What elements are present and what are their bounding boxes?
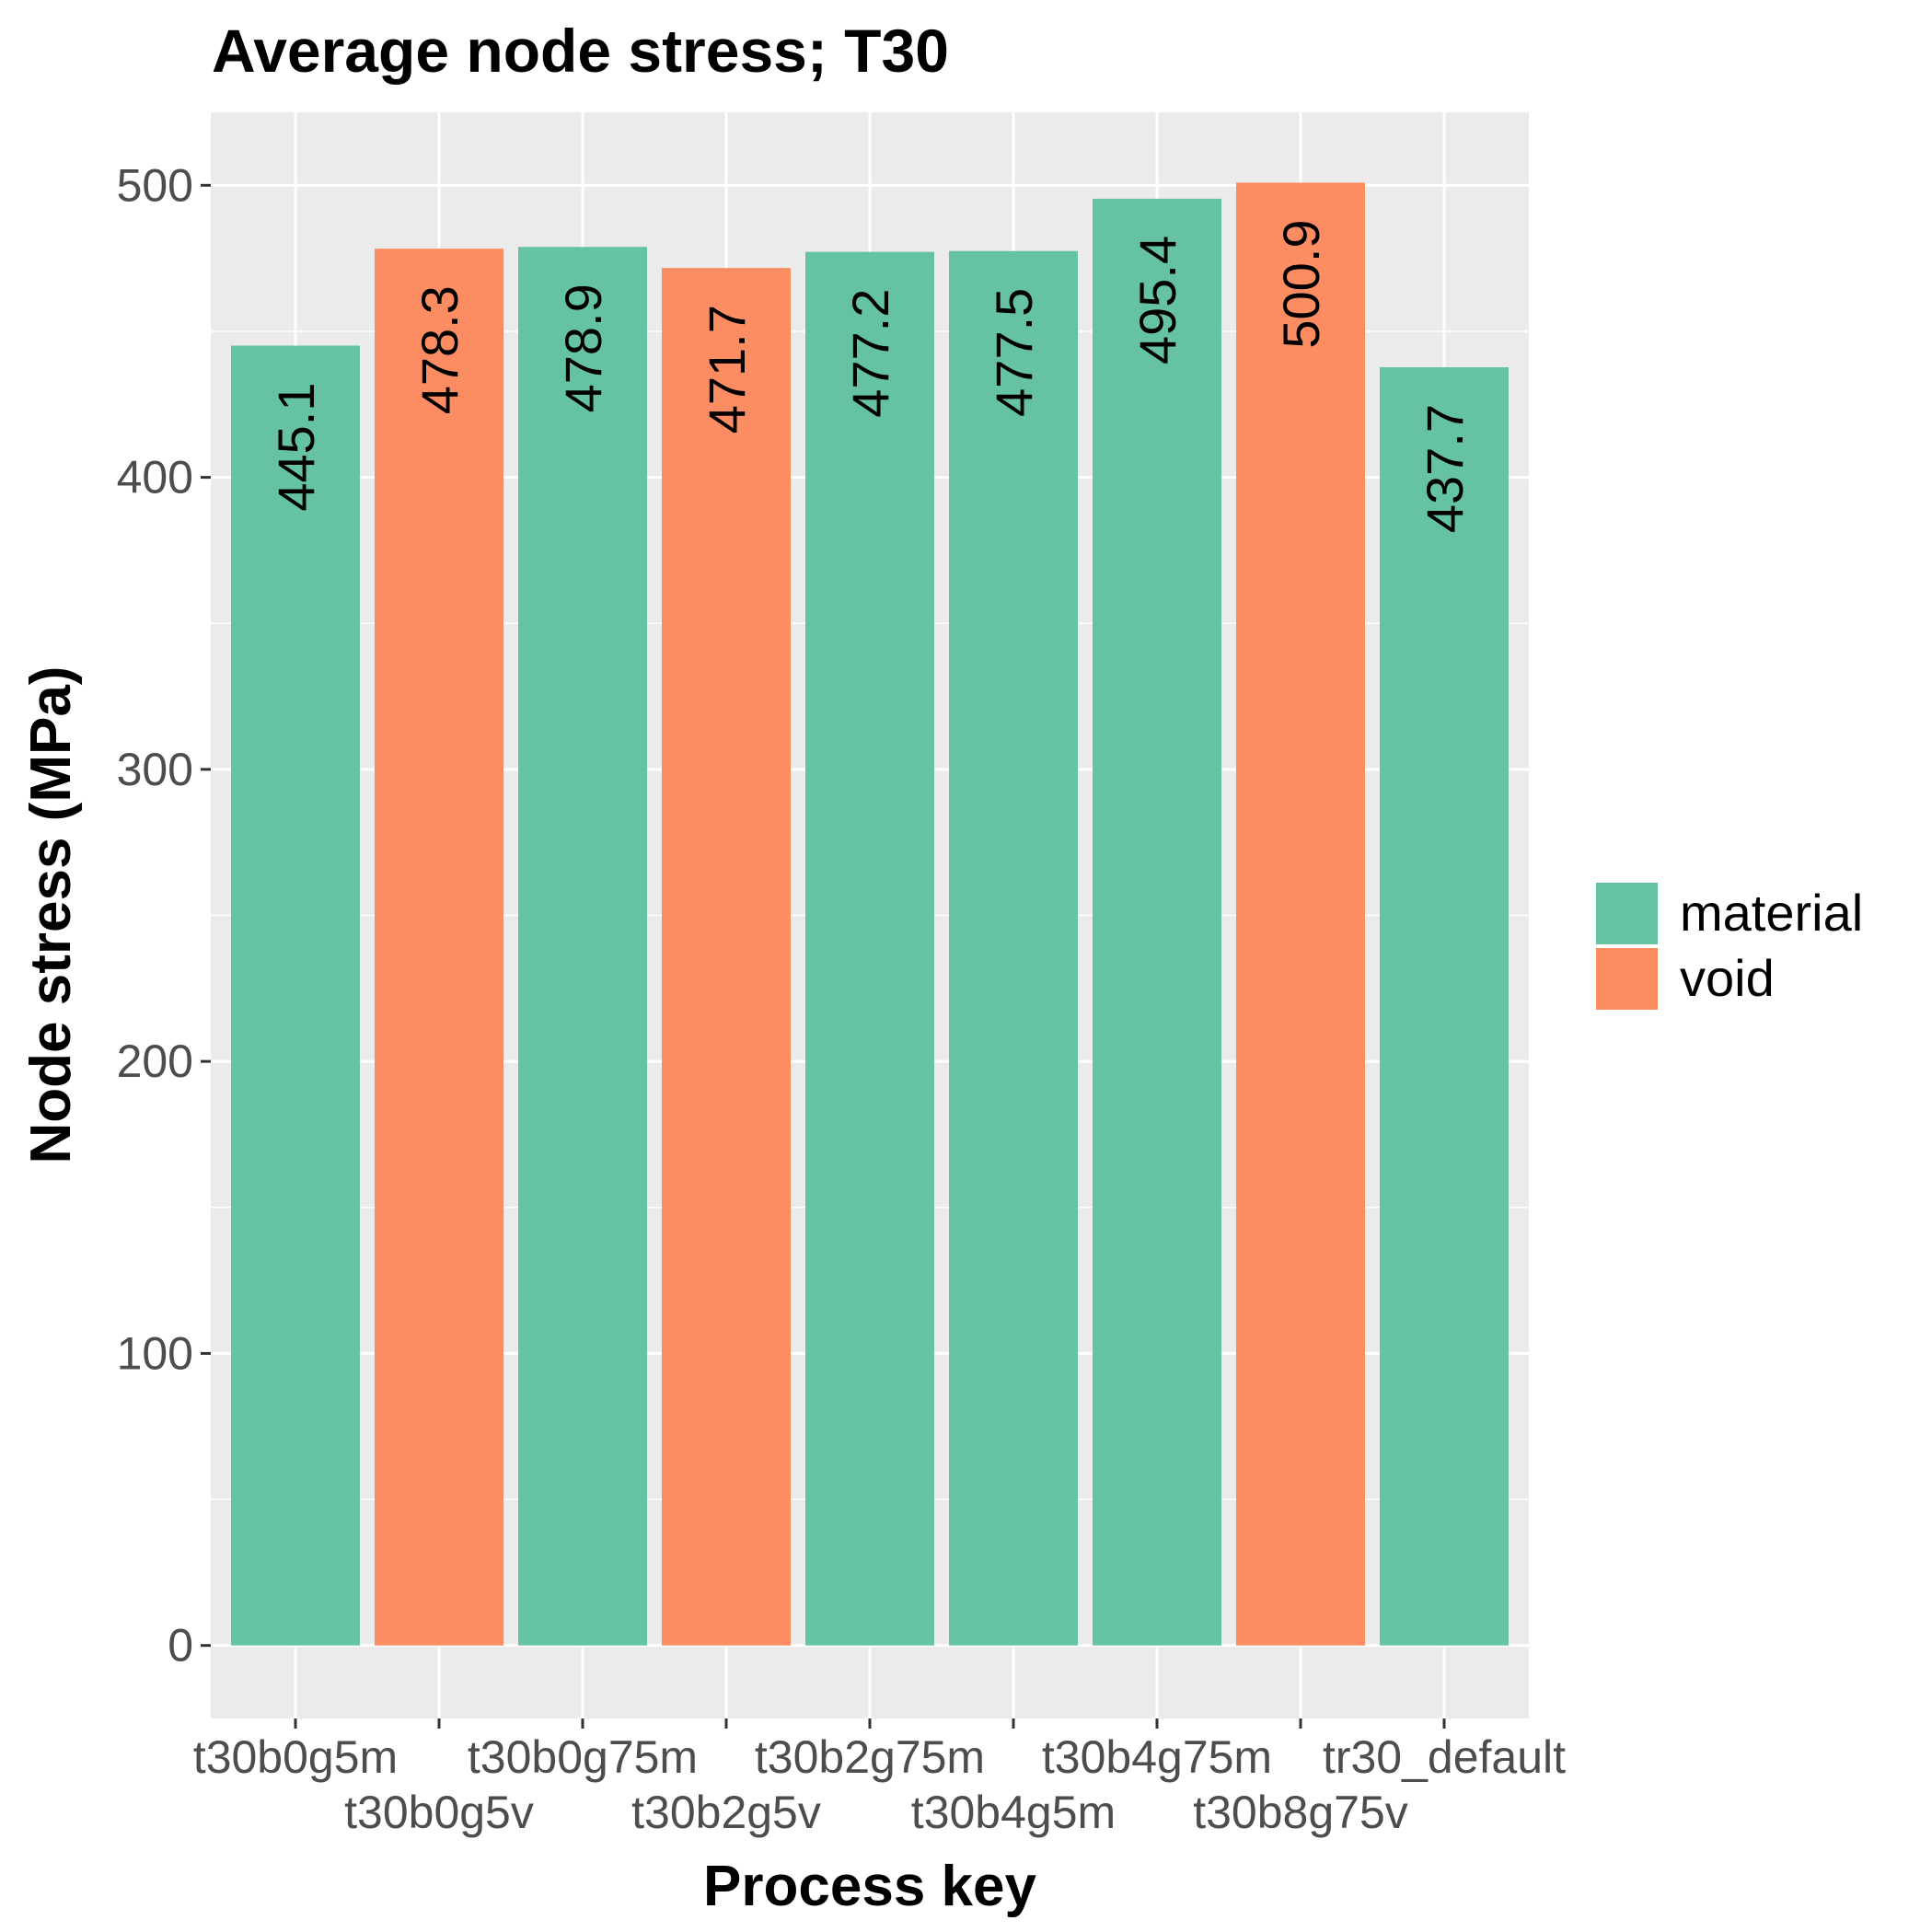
bars [231,182,1509,1646]
y-tick-label: 500 [117,159,193,211]
y-tick-label: 300 [117,744,193,795]
bar-t30b0g5v [375,249,503,1646]
data-label-tr30_default: 437.7 [1416,404,1474,533]
bar-t30b0g75m [518,247,647,1646]
data-label-t30b4g75m: 495.4 [1128,236,1186,364]
x-tick-label-t30b2g5v: t30b2g5v [631,1787,821,1838]
bar-t30b0g5m [231,345,360,1646]
x-axis-title: Process key [703,1855,1036,1918]
y-tick-label: 100 [117,1327,193,1379]
x-tick-label-t30b4g5m: t30b4g5m [911,1787,1116,1838]
data-labels: 445.1 478.3 478.9 471.7 477.2 477.5 495.4 500.9… [267,219,1474,533]
y-tick-label: 200 [117,1035,193,1087]
bar-tr30_default [1380,366,1509,1646]
x-axis: t30b0g5mt30b0g5vt30b0g75mt30b2g5vt30b2g7… [193,1718,1566,1838]
x-tick-label-t30b8g75v: t30b8g75v [1193,1787,1408,1838]
legend-key-void [1594,946,1660,1012]
y-axis-title: Node stress (MPa) [19,666,83,1164]
data-label-t30b4g5m: 477.5 [985,288,1043,417]
bar-t30b4g75m [1093,198,1221,1646]
data-label-t30b2g75m: 477.2 [841,289,899,418]
y-tick-label: 400 [117,452,193,503]
bar-t30b8g75v [1236,182,1365,1646]
data-label-t30b0g75m: 478.9 [554,283,612,412]
legend-label-void: void [1680,949,1775,1007]
legend-key-material [1594,881,1660,946]
data-label-t30b0g5v: 478.3 [411,285,469,414]
data-label-t30b2g5v: 471.7 [698,305,756,434]
x-tick-label-t30b0g75m: t30b0g75m [468,1731,698,1783]
chart-title: Average node stress; T30 [212,17,949,85]
x-tick-label-tr30_default: tr30_default [1323,1731,1566,1783]
x-tick-label-t30b4g75m: t30b4g75m [1042,1731,1272,1783]
x-tick-label-t30b2g75m: t30b2g75m [755,1731,985,1783]
x-tick-label-t30b0g5m: t30b0g5m [193,1731,398,1783]
y-axis: 0 100 200 300 400 500 [117,159,211,1672]
data-label-t30b8g75v: 500.9 [1272,219,1330,348]
bar-t30b2g5v [662,268,791,1646]
x-tick-label-t30b0g5v: t30b0g5v [344,1787,534,1838]
legend-label-material: material [1680,884,1863,942]
bar-t30b2g75m [805,251,934,1646]
bar-t30b4g5m [949,250,1078,1646]
legend: material void [1594,881,1863,1012]
y-tick-label: 0 [168,1620,193,1672]
data-label-t30b0g5m: 445.1 [267,383,325,512]
